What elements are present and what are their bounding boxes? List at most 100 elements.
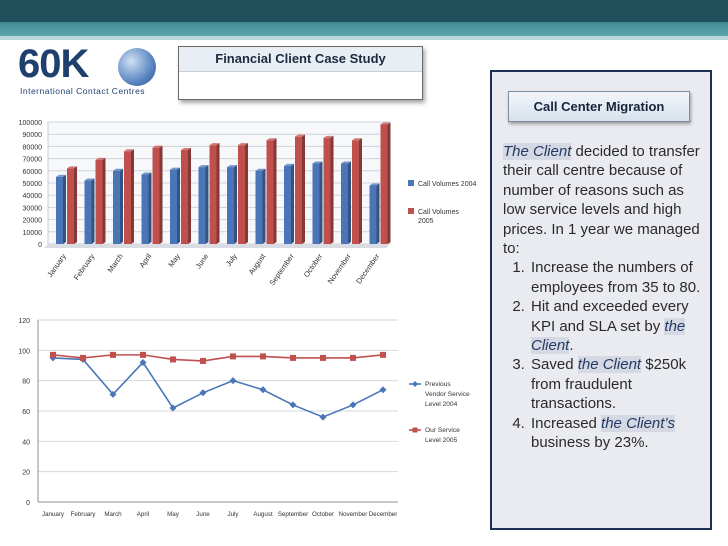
client-highlight: The Client	[503, 143, 572, 160]
header-bar-teal	[0, 22, 728, 36]
bar-top	[67, 166, 77, 169]
data-point	[139, 358, 147, 366]
bar-side	[376, 183, 380, 244]
bar	[170, 169, 177, 244]
bar-side	[120, 168, 123, 244]
x-tick-label: July	[224, 252, 239, 268]
bar	[84, 180, 92, 244]
bar-side	[262, 168, 266, 244]
panel-title: Call Center Migration	[508, 91, 690, 122]
bar-side	[216, 143, 220, 244]
bar	[152, 147, 160, 244]
bar-side	[74, 166, 77, 244]
globe-icon	[118, 48, 156, 86]
data-point	[109, 390, 117, 398]
legend-label: Level 2004	[425, 401, 458, 408]
bar	[352, 140, 359, 244]
client-highlight: the Client’s	[601, 414, 675, 432]
y-tick-label: 0	[38, 242, 42, 249]
panel-intro: The Client decided to transfer their cal…	[503, 142, 708, 258]
x-tick-label: September	[267, 252, 296, 288]
data-point	[379, 386, 387, 394]
list-item: Increase the numbers of employees from 3…	[529, 258, 708, 297]
bar-side	[387, 122, 391, 244]
y-tick-label: 0	[26, 500, 30, 507]
item-text: Increased	[531, 414, 602, 432]
x-tick-label: September	[278, 511, 308, 518]
bar	[95, 159, 103, 244]
bar-top	[113, 168, 123, 171]
item-text: business by 23%.	[531, 434, 649, 452]
bar-top	[181, 148, 191, 151]
bar-top	[238, 143, 248, 146]
y-tick-label: 60	[22, 409, 30, 416]
data-point	[80, 354, 86, 361]
bar	[312, 163, 320, 244]
header-bar-dark	[0, 0, 728, 22]
bar-top	[227, 165, 237, 168]
y-tick-label: 10000	[23, 230, 43, 237]
x-tick-label: May	[167, 511, 180, 518]
x-tick-label: April	[137, 511, 149, 518]
data-point	[140, 351, 146, 358]
y-tick-label: 80000	[23, 144, 43, 151]
x-tick-label: June	[196, 511, 210, 518]
list-item: Hit and exceeded every KPI and SLA set b…	[529, 297, 708, 355]
company-logo: 60K International Contact Centres	[18, 42, 168, 100]
bar-top	[352, 138, 362, 141]
intro-text: decided to transfer their call centre be…	[503, 143, 700, 258]
x-tick-label: March	[106, 252, 125, 274]
data-point	[199, 389, 207, 397]
bar-top	[284, 163, 294, 166]
item-text: Hit and exceeded every KPI and SLA set b…	[531, 298, 689, 335]
data-point	[320, 354, 326, 361]
bar-top	[295, 134, 305, 137]
bar-side	[188, 148, 191, 244]
bar-top	[255, 168, 266, 171]
legend-swatch	[408, 180, 414, 186]
call-volume-bar-chart: 0 10000 20000 30000 40000 50000 60000 70000 8000…	[19, 120, 477, 288]
data-point	[170, 356, 176, 363]
x-tick-label: August	[247, 251, 268, 276]
x-tick-label: January	[45, 252, 68, 279]
data-point	[290, 354, 296, 361]
legend-label: Level 2005	[425, 437, 458, 444]
list-item: Increased the Client’s business by 23%.	[529, 414, 708, 453]
bar	[380, 124, 388, 244]
bar-top	[369, 183, 380, 186]
x-tick-label: April	[137, 252, 153, 270]
y-tick-label: 20	[22, 470, 30, 477]
bar	[255, 170, 263, 244]
bar-side	[359, 138, 362, 244]
data-point	[229, 377, 237, 385]
y-tick-label: 80	[22, 379, 30, 386]
info-panel	[490, 70, 712, 530]
y-tick-label: 30000	[23, 205, 43, 212]
service-level-line-chart: 0 20 40 60 80 100 120 January February March April…	[18, 318, 470, 518]
data-point	[349, 401, 357, 409]
x-tick-label: March	[104, 511, 122, 518]
case-study-box: Financial Client Case Study	[178, 46, 423, 100]
bar-top	[152, 145, 163, 148]
bar	[67, 168, 74, 244]
legend-label: Previous	[425, 381, 451, 388]
bar-top	[141, 172, 152, 175]
item-text: Increase the numbers of employees from 3…	[531, 259, 701, 296]
bar	[56, 176, 63, 244]
y-tick-label: 40	[22, 439, 30, 446]
y-tick-label: 120	[18, 318, 30, 325]
bar	[266, 140, 274, 244]
bar	[141, 174, 149, 244]
bar-side	[291, 163, 294, 244]
data-point	[319, 413, 327, 421]
bar-top	[380, 122, 391, 125]
x-tick-label: January	[42, 511, 65, 518]
legend-swatch	[408, 208, 414, 214]
y-tick-label: 40000	[23, 193, 43, 200]
bar-side	[102, 157, 106, 244]
bar-side	[273, 138, 277, 244]
y-tick-label: 100000	[19, 120, 42, 127]
x-tick-label: November	[339, 511, 368, 518]
bar-top	[312, 161, 323, 164]
x-tick-label: August	[253, 511, 273, 518]
